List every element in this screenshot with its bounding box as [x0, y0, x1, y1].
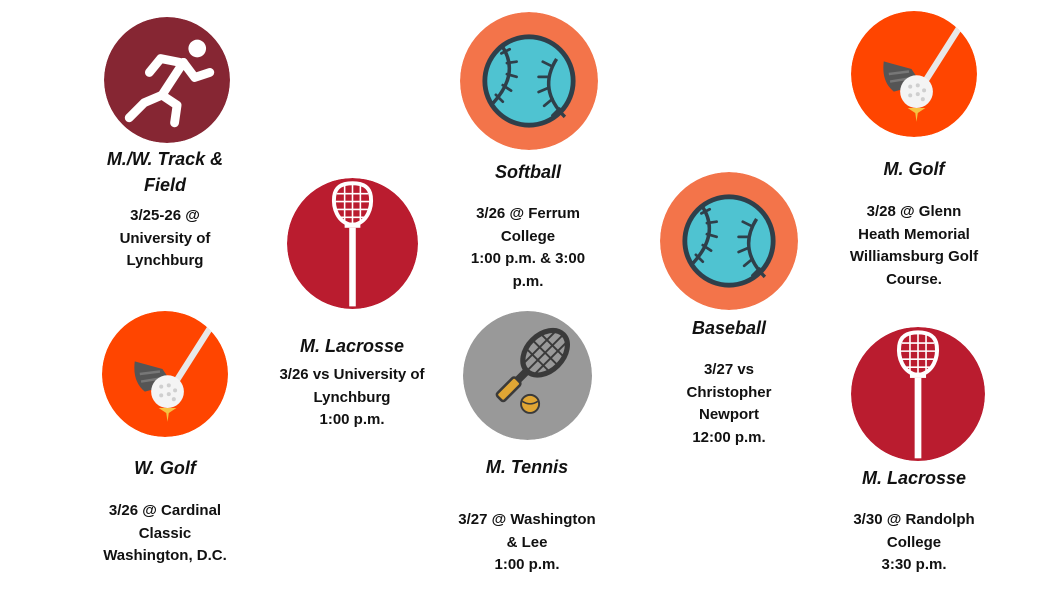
event-title-w-golf: W. Golf	[134, 458, 196, 478]
event-details-softball: 3/26 @ Ferrum College 1:00 p.m. & 3:00 p…	[470, 205, 586, 290]
lacrosse-stick-icon	[287, 178, 418, 309]
event-details-m-golf: 3/28 @ Glenn Heath Memorial Williamsburg…	[849, 203, 979, 288]
event-details-m-tennis: 3/27 @ Washington & Lee 1:00 p.m.	[458, 511, 596, 573]
baseball-icon	[660, 172, 798, 310]
event-title-m-lacrosse: M. Lacrosse	[299, 336, 405, 356]
event-details-m-lacrosse-2: 3/30 @ Randolph College 3:30 p.m.	[853, 511, 975, 573]
event-title-track-field: M./W. Track & Field	[106, 149, 224, 195]
tennis-racket-ball-icon	[463, 311, 592, 440]
golf-club-ball-icon	[102, 311, 228, 437]
golf-club-ball-icon	[851, 11, 977, 137]
event-title-m-golf: M. Golf	[883, 159, 945, 179]
event-title-softball: Softball	[495, 162, 561, 182]
event-title-baseball: Baseball	[691, 318, 767, 338]
event-details-baseball: 3/27 vs Christopher Newport 12:00 p.m.	[686, 361, 772, 446]
event-title-m-lacrosse-2: M. Lacrosse	[861, 468, 967, 488]
runner-icon	[104, 17, 230, 143]
event-title-m-tennis: M. Tennis	[485, 457, 569, 477]
softball-icon	[460, 12, 598, 150]
event-details-m-lacrosse: 3/26 vs University of Lynchburg 1:00 p.m…	[279, 366, 425, 428]
event-details-w-golf: 3/26 @ Cardinal Classic Washington, D.C.	[103, 502, 227, 564]
event-details-track-field: 3/25-26 @ University of Lynchburg	[119, 207, 211, 269]
lacrosse-stick-icon	[851, 327, 985, 461]
